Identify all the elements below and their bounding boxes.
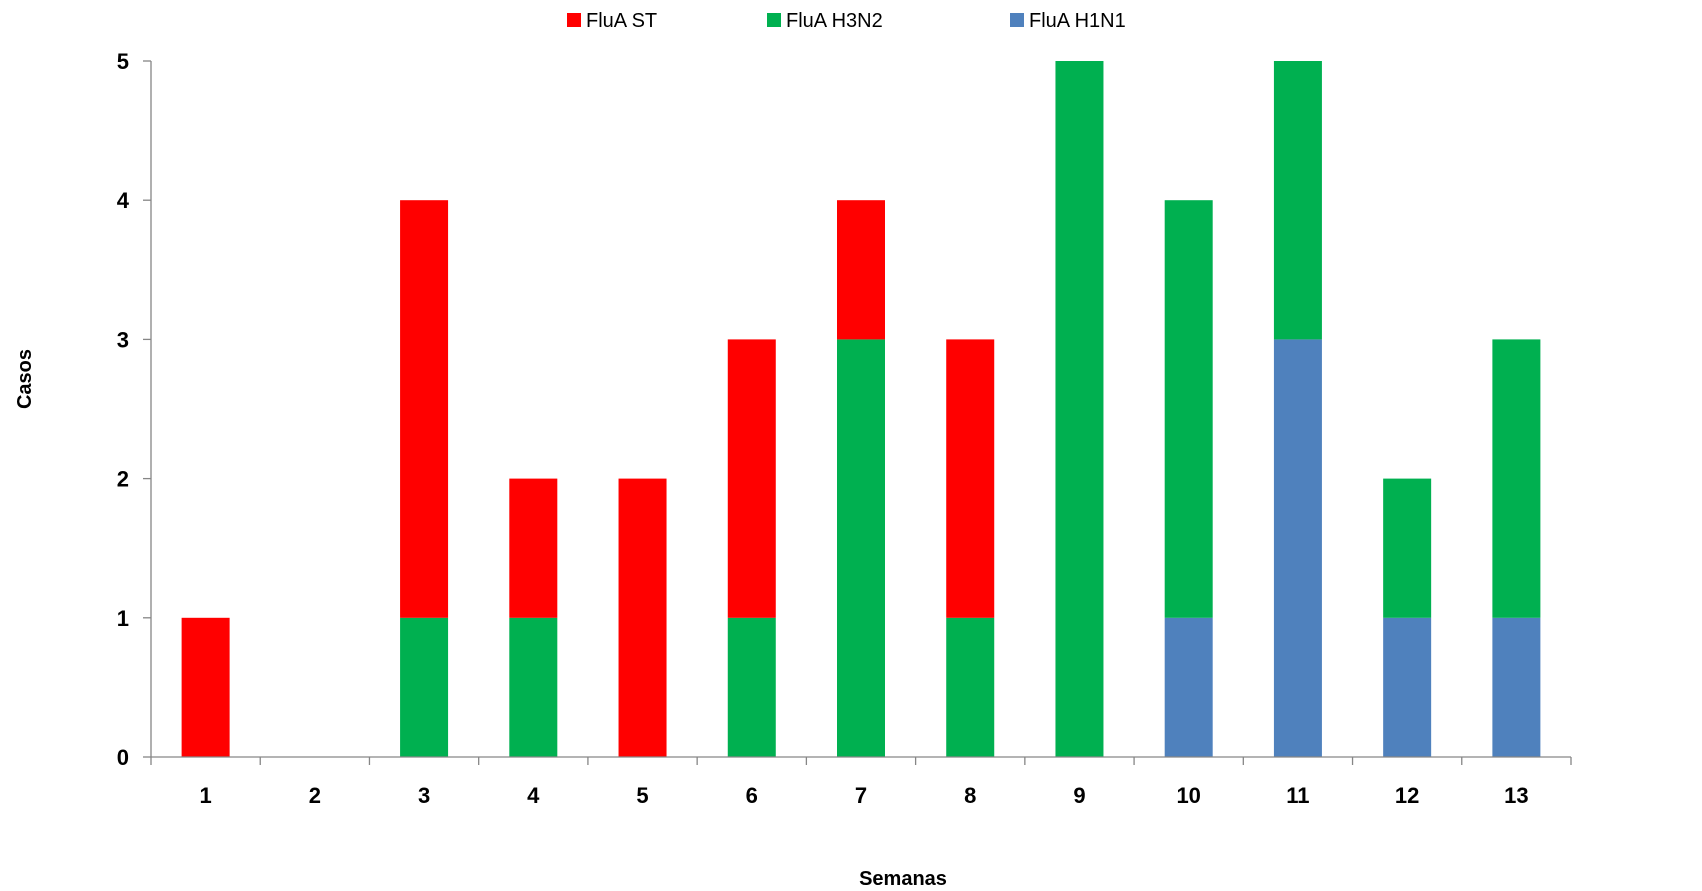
- bar-segment-flua-h3n2-week-3: [400, 617, 449, 757]
- bar-segment-flua-st-week-7: [837, 200, 885, 340]
- bar-segment-flua-h3n2-week-9: [1055, 61, 1104, 757]
- bar-segment-flua-h3n2-week-4: [509, 617, 558, 757]
- x-tick-label: 6: [746, 783, 758, 808]
- y-tick-label: 4: [117, 188, 130, 213]
- legend-swatch: [767, 13, 781, 27]
- bar-segment-flua-st-week-3: [400, 200, 449, 618]
- bar-segment-flua-st-week-8: [946, 339, 995, 618]
- x-tick-label: 1: [199, 783, 211, 808]
- bar-segment-flua-st-week-4: [509, 478, 558, 618]
- legend-label: FluA ST: [586, 10, 657, 32]
- bars-layer: [181, 61, 1541, 757]
- y-tick-label: 2: [117, 467, 129, 492]
- x-tick-label: 8: [964, 783, 976, 808]
- bar-segment-flua-h1n1-week-13: [1492, 617, 1541, 757]
- axes-layer: [150, 61, 1571, 758]
- x-tick-label: 3: [418, 783, 430, 808]
- legend-swatch: [567, 13, 581, 27]
- x-tick-label: 5: [636, 783, 648, 808]
- x-tick-label: 9: [1073, 783, 1085, 808]
- y-tick-label: 1: [117, 606, 129, 631]
- chart-legend: FluA ST FluA H3N2 FluA H1N1: [567, 10, 1126, 32]
- bar-segment-flua-st-week-6: [727, 339, 776, 618]
- x-tick-label: 11: [1286, 783, 1309, 808]
- bar-segment-flua-h3n2-week-7: [837, 339, 885, 757]
- y-axis-ticks: 0 1 2 3 4 5: [117, 49, 151, 770]
- x-axis-title: Semanas: [859, 868, 947, 890]
- y-axis-title: Casos: [14, 349, 36, 409]
- bar-segment-flua-st-week-1: [181, 617, 230, 757]
- x-tick-label: 2: [309, 783, 321, 808]
- y-tick-label: 5: [117, 49, 129, 74]
- y-tick-label: 0: [117, 745, 129, 770]
- bar-segment-flua-h3n2-week-6: [727, 617, 776, 757]
- bar-segment-flua-h1n1-week-10: [1164, 617, 1213, 757]
- bar-segment-flua-st-week-5: [618, 478, 667, 757]
- bar-segment-flua-h1n1-week-11: [1273, 339, 1322, 757]
- x-tick-label: 10: [1176, 783, 1200, 808]
- x-tick-label: 12: [1395, 783, 1419, 808]
- x-tick-label: 7: [855, 783, 867, 808]
- bar-segment-flua-h3n2-week-12: [1383, 478, 1432, 618]
- bar-segment-flua-h1n1-week-12: [1383, 617, 1432, 757]
- bar-segment-flua-h3n2-week-10: [1164, 200, 1213, 618]
- x-tick-label: 13: [1504, 783, 1528, 808]
- legend-swatch: [1010, 13, 1024, 27]
- y-tick-label: 3: [117, 327, 129, 352]
- x-tick-label: 4: [527, 783, 540, 808]
- legend-label: FluA H3N2: [786, 10, 883, 32]
- legend-label: FluA H1N1: [1029, 10, 1126, 32]
- bar-segment-flua-h3n2-week-8: [946, 617, 995, 757]
- bar-segment-flua-h3n2-week-11: [1273, 61, 1322, 340]
- x-axis-ticks: 1 2 3 4 5 6 7 8 9 10 11 12 13: [150, 757, 1572, 808]
- bar-segment-flua-h3n2-week-13: [1492, 339, 1541, 618]
